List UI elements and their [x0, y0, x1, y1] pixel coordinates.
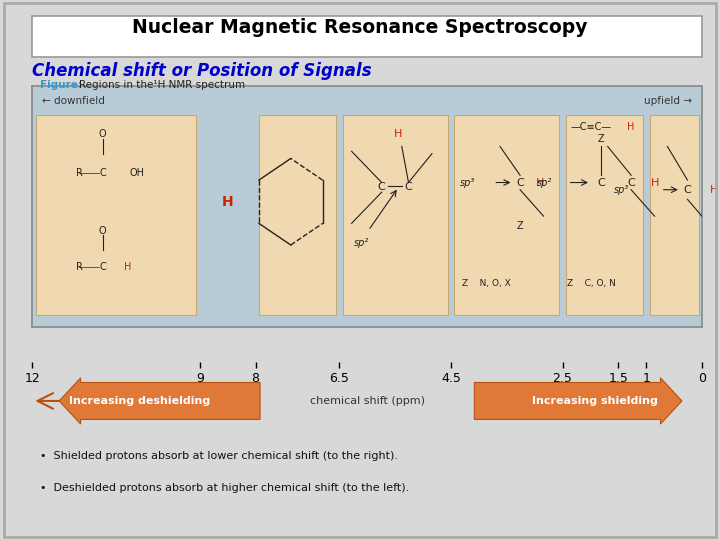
Text: Figure:: Figure: [40, 80, 85, 90]
Text: Increasing deshielding: Increasing deshielding [69, 396, 210, 406]
Text: Z: Z [517, 221, 523, 231]
Text: Nuclear Magnetic Resonance Spectroscopy: Nuclear Magnetic Resonance Spectroscopy [132, 18, 588, 37]
Text: H: H [222, 195, 233, 209]
Text: O: O [99, 130, 107, 139]
Bar [454, 115, 559, 315]
Text: R: R [76, 168, 83, 178]
Text: Z: Z [598, 134, 604, 144]
Text: C: C [627, 178, 635, 187]
Text: H: H [124, 261, 132, 272]
Bar [259, 115, 336, 315]
Text: OH: OH [130, 168, 145, 178]
Text: C: C [597, 178, 605, 187]
Bar [343, 115, 448, 315]
Text: upfield →: upfield → [644, 96, 692, 106]
Text: H: H [710, 185, 719, 195]
Text: Regions in the¹H NMR spectrum: Regions in the¹H NMR spectrum [79, 80, 246, 90]
Bar [36, 115, 197, 315]
Text: Z    N, O, X: Z N, O, X [462, 279, 511, 288]
Text: Chemical shift or Position of Signals: Chemical shift or Position of Signals [32, 62, 372, 80]
Text: sp³: sp³ [614, 185, 629, 195]
Text: H: H [395, 130, 402, 139]
Text: C: C [99, 168, 106, 178]
Text: C: C [516, 178, 524, 187]
Text: Increasing shielding: Increasing shielding [532, 396, 658, 406]
Text: O: O [99, 226, 107, 235]
Text: Z    C, O, N: Z C, O, N [567, 279, 616, 288]
Text: C: C [683, 185, 691, 195]
Text: C: C [99, 261, 106, 272]
Text: sp³: sp³ [460, 178, 475, 187]
Text: H: H [650, 178, 659, 187]
Text: chemical shift (ppm): chemical shift (ppm) [310, 396, 425, 406]
Text: sp²: sp² [354, 238, 369, 248]
Text: H: H [627, 122, 635, 132]
Text: •  Deshielded protons absorb at higher chemical shift (to the left).: • Deshielded protons absorb at higher ch… [40, 483, 409, 494]
Text: •  Shielded protons absorb at lower chemical shift (to the right).: • Shielded protons absorb at lower chemi… [40, 451, 397, 461]
Text: H: H [536, 178, 544, 187]
Text: C: C [378, 183, 386, 192]
Bar [566, 115, 643, 315]
Text: C: C [405, 183, 413, 192]
Text: —C≡C—: —C≡C— [570, 122, 611, 132]
Text: R: R [76, 261, 83, 272]
FancyArrow shape [59, 378, 260, 424]
Text: ← downfield: ← downfield [42, 96, 105, 106]
Bar [649, 115, 698, 315]
FancyArrow shape [474, 378, 682, 424]
Text: sp²: sp² [537, 178, 553, 187]
